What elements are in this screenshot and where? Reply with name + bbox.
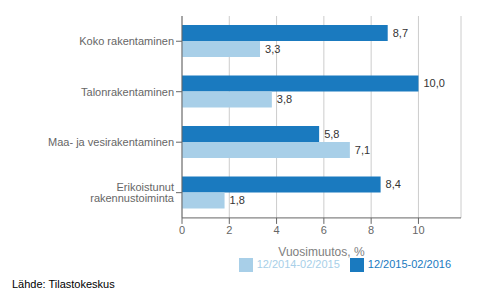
- svg-text:10: 10: [412, 224, 424, 236]
- svg-text:4: 4: [274, 224, 280, 236]
- svg-text:10,0: 10,0: [423, 77, 444, 89]
- svg-text:Koko rakentaminen: Koko rakentaminen: [79, 35, 174, 47]
- svg-text:3,8: 3,8: [277, 93, 292, 105]
- svg-text:3,3: 3,3: [265, 43, 280, 55]
- html-text:12/2014-02/2015: 12/2014-02/2015: [256, 257, 340, 270]
- svg-text:Erikoistunutrakennustoiminta: Erikoistunutrakennustoiminta: [90, 181, 175, 204]
- svg-text:8,4: 8,4: [386, 178, 401, 190]
- svg-text:Maa- ja vesirakentaminen: Maa- ja vesirakentaminen: [48, 136, 174, 148]
- svg-text:Talonrakentaminen: Talonrakentaminen: [81, 86, 174, 98]
- svg-text:0: 0: [179, 224, 185, 236]
- html-text:12/2015-02/2016: 12/2015-02/2016: [367, 257, 451, 270]
- svg-text:6: 6: [321, 224, 327, 236]
- svg-text:7,1: 7,1: [355, 144, 370, 156]
- svg-text:Vuosimuutos, %: Vuosimuutos, %: [278, 245, 365, 259]
- svg-text:5,8: 5,8: [324, 128, 339, 140]
- svg-text:8,7: 8,7: [393, 27, 408, 39]
- svg-text:2: 2: [226, 224, 232, 236]
- svg-text:8: 8: [368, 224, 374, 236]
- svg-text:1,8: 1,8: [230, 194, 245, 206]
- html-text:Lähde: Tilastokeskus: Lähde: Tilastokeskus: [12, 278, 115, 290]
